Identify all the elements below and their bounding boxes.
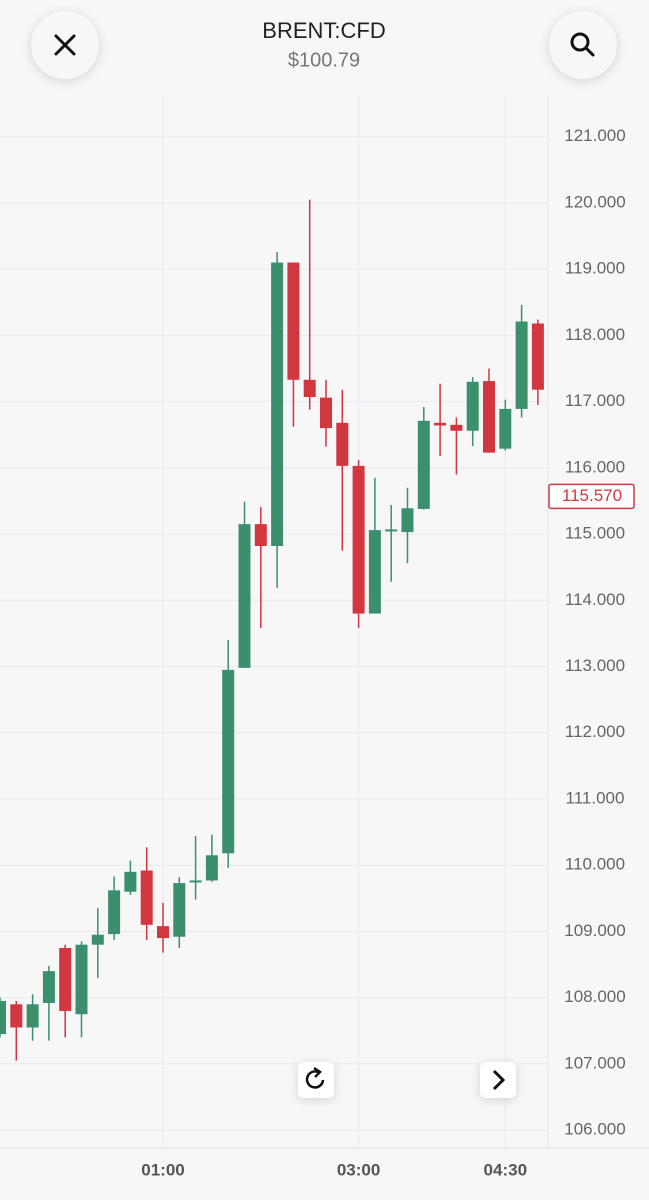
x-tick-label: 01:00	[141, 1160, 184, 1179]
candle-body	[108, 890, 121, 935]
y-tick-label: 120.000	[564, 192, 625, 211]
y-tick-label: 106.000	[564, 1120, 625, 1139]
candle-body	[352, 465, 365, 614]
last-price-box	[548, 483, 635, 510]
candle-body	[287, 262, 300, 380]
candle-body	[450, 424, 463, 431]
button-bg[interactable]	[549, 11, 617, 79]
y-tick-label: 117.000	[565, 391, 625, 410]
y-tick-label: 114.000	[565, 590, 625, 609]
candle-body	[173, 883, 186, 937]
search-icon	[570, 32, 590, 52]
candle-body	[222, 669, 235, 854]
candle-body	[205, 855, 218, 881]
candle-body	[59, 947, 72, 1011]
close-button[interactable]	[31, 11, 99, 79]
reset-icon	[313, 1066, 322, 1078]
candle-body	[515, 321, 528, 409]
candle-body	[548, 388, 560, 496]
candle-body	[385, 529, 398, 532]
y-tick-label: 113.000	[565, 656, 625, 675]
candle-body	[0, 1000, 6, 1035]
chart-subtitle: $100.79	[288, 49, 360, 71]
candle-body	[466, 381, 479, 431]
candle-body	[499, 408, 512, 449]
candle-body	[91, 934, 104, 945]
scroll-button[interactable]	[480, 1062, 516, 1098]
y-tick-label: 109.000	[564, 921, 625, 940]
candle-body	[75, 944, 88, 1015]
y-tick-label: 110.000	[565, 855, 625, 874]
y-tick-label: 119.000	[565, 259, 625, 278]
last-price-label: 115.570	[562, 486, 622, 505]
y-tick-label: 111.000	[566, 788, 625, 807]
candle-body	[271, 262, 284, 547]
candle-body	[531, 323, 544, 390]
candle-body	[483, 381, 495, 453]
candle-body	[189, 880, 202, 883]
candle-body	[10, 1004, 23, 1028]
y-tick-label: 107.000	[564, 1053, 625, 1072]
reset-icon	[305, 1070, 325, 1089]
close-icon	[54, 34, 76, 56]
x-tick-label: 04:30	[484, 1160, 527, 1179]
candle-body	[238, 524, 251, 668]
candle-body	[303, 379, 316, 397]
candle-body	[124, 871, 137, 892]
search-icon	[584, 46, 595, 57]
candle-body	[254, 524, 267, 547]
search-button[interactable]	[549, 11, 617, 79]
candle-body	[42, 971, 55, 1003]
y-tick-label: 116.000	[565, 457, 625, 476]
y-tick-label: 121.000	[564, 126, 625, 145]
candle-body	[368, 530, 381, 614]
chart-title: BRENT:CFD	[262, 18, 385, 43]
candle-body	[320, 397, 332, 429]
candle-body	[140, 870, 153, 925]
button-bg[interactable]	[298, 1062, 334, 1098]
reset-button[interactable]	[298, 1062, 334, 1098]
chevron-icon	[492, 1069, 506, 1091]
y-tick-label: 115.000	[565, 524, 625, 543]
y-tick-label: 112.000	[565, 722, 625, 741]
y-tick-label: 118.000	[565, 325, 625, 344]
candle-body	[157, 926, 169, 939]
y-tick-label: 108.000	[564, 987, 625, 1006]
candles	[0, 199, 560, 1061]
candle-body	[26, 1004, 39, 1028]
x-tick-label: 03:00	[337, 1160, 380, 1179]
candle-body	[336, 422, 349, 466]
candle-body	[401, 508, 414, 533]
button-bg[interactable]	[480, 1062, 516, 1098]
candle-body	[417, 420, 430, 509]
candle-body	[434, 422, 447, 426]
